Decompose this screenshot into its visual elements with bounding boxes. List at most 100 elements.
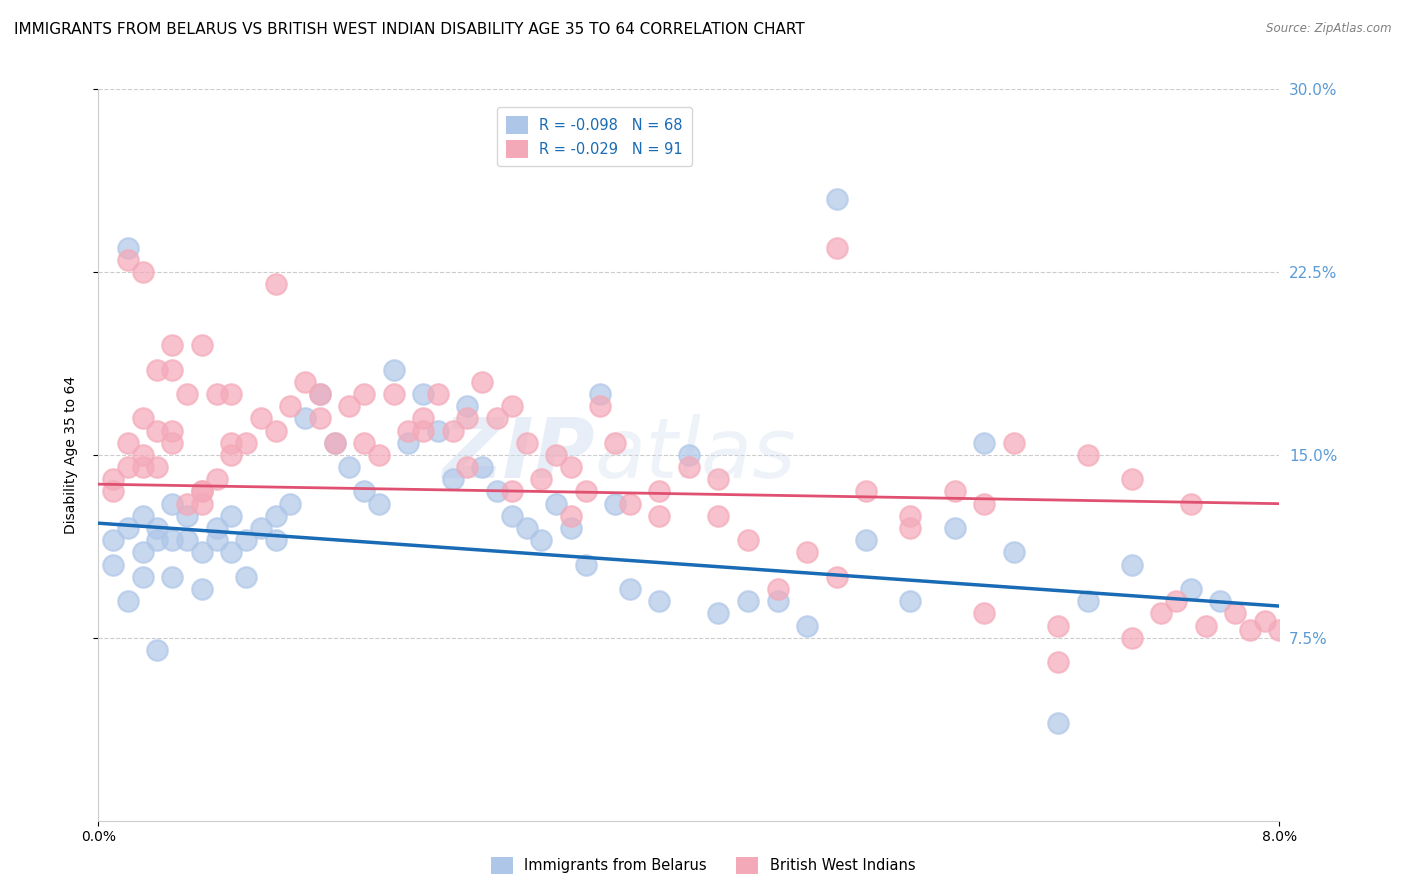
Point — [309, 411, 332, 425]
Point — [1002, 545, 1025, 559]
Point — [250, 411, 273, 425]
Point — [1077, 594, 1099, 608]
Point — [280, 399, 302, 413]
Point — [900, 521, 922, 535]
Point — [264, 533, 287, 548]
Point — [973, 497, 995, 511]
Point — [678, 448, 700, 462]
Point — [221, 545, 243, 559]
Point — [1150, 607, 1173, 621]
Point — [309, 387, 332, 401]
Point — [589, 399, 612, 413]
Point — [1254, 614, 1277, 628]
Point — [117, 460, 139, 475]
Point — [1121, 631, 1143, 645]
Point — [117, 252, 139, 267]
Point — [501, 484, 523, 499]
Point — [323, 435, 346, 450]
Point — [648, 484, 671, 499]
Point — [117, 594, 139, 608]
Point — [825, 192, 848, 206]
Point — [191, 484, 214, 499]
Point — [191, 497, 214, 511]
Text: IMMIGRANTS FROM BELARUS VS BRITISH WEST INDIAN DISABILITY AGE 35 TO 64 CORRELATI: IMMIGRANTS FROM BELARUS VS BRITISH WEST … — [14, 22, 804, 37]
Point — [368, 497, 391, 511]
Point — [1046, 618, 1070, 632]
Point — [132, 411, 155, 425]
Point — [162, 362, 183, 376]
Point — [176, 533, 198, 548]
Point — [132, 570, 155, 584]
Point — [900, 594, 922, 608]
Point — [191, 338, 214, 352]
Point — [162, 424, 183, 438]
Point — [132, 508, 155, 523]
Point — [412, 411, 434, 425]
Point — [530, 533, 553, 548]
Point — [648, 594, 671, 608]
Point — [176, 497, 198, 511]
Point — [176, 508, 198, 523]
Point — [707, 472, 730, 486]
Point — [146, 643, 169, 657]
Point — [457, 411, 479, 425]
Point — [825, 241, 848, 255]
Text: ZIP: ZIP — [441, 415, 595, 495]
Point — [516, 435, 538, 450]
Point — [1046, 716, 1070, 731]
Point — [1239, 624, 1261, 638]
Point — [471, 375, 494, 389]
Legend: Immigrants from Belarus, British West Indians: Immigrants from Belarus, British West In… — [485, 851, 921, 880]
Point — [280, 497, 302, 511]
Point — [264, 508, 287, 523]
Point — [427, 387, 450, 401]
Point — [339, 399, 361, 413]
Point — [191, 582, 214, 596]
Point — [1046, 655, 1070, 669]
Point — [501, 508, 523, 523]
Point — [825, 570, 848, 584]
Point — [1209, 594, 1232, 608]
Point — [486, 484, 509, 499]
Point — [117, 521, 139, 535]
Point — [707, 508, 730, 523]
Point — [132, 448, 155, 462]
Point — [471, 460, 494, 475]
Point — [146, 362, 169, 376]
Point — [1077, 448, 1099, 462]
Point — [441, 472, 464, 486]
Point — [1195, 618, 1218, 632]
Point — [398, 435, 420, 450]
Point — [235, 435, 257, 450]
Point — [546, 448, 568, 462]
Point — [619, 582, 641, 596]
Point — [605, 497, 627, 511]
Point — [737, 594, 759, 608]
Point — [235, 533, 257, 548]
Point — [973, 435, 995, 450]
Point — [368, 448, 391, 462]
Point — [162, 570, 183, 584]
Point — [103, 558, 125, 572]
Y-axis label: Disability Age 35 to 64: Disability Age 35 to 64 — [63, 376, 77, 534]
Point — [382, 362, 405, 376]
Point — [855, 484, 877, 499]
Point — [457, 399, 479, 413]
Point — [221, 435, 243, 450]
Point — [162, 338, 183, 352]
Point — [205, 387, 228, 401]
Point — [264, 277, 287, 292]
Point — [103, 533, 125, 548]
Point — [1121, 558, 1143, 572]
Point — [855, 533, 877, 548]
Point — [678, 460, 700, 475]
Point — [546, 497, 568, 511]
Point — [221, 448, 243, 462]
Point — [221, 508, 243, 523]
Point — [146, 521, 169, 535]
Point — [486, 411, 509, 425]
Point — [1180, 582, 1202, 596]
Text: Source: ZipAtlas.com: Source: ZipAtlas.com — [1267, 22, 1392, 36]
Point — [146, 460, 169, 475]
Point — [796, 618, 818, 632]
